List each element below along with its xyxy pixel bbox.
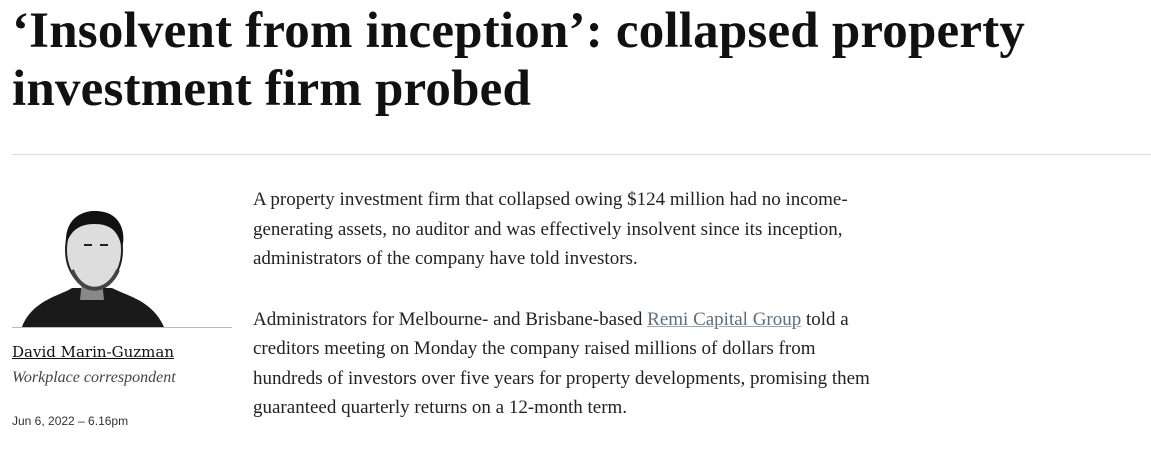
author-role: Workplace correspondent [12, 369, 176, 386]
paragraph: A property investment firm that collapse… [253, 185, 875, 274]
article-body: A property investment firm that collapse… [253, 185, 875, 454]
text: told a creditors meeting on Monday the c… [253, 308, 870, 419]
text: Administrators for Melbourne- and Brisba… [253, 308, 648, 330]
paragraph: Administrators for Melbourne- and Brisba… [253, 305, 875, 423]
divider [12, 327, 232, 328]
publish-date: Jun 6, 2022 – 6.16pm [12, 414, 129, 428]
headline: ‘Insolvent from inception’: collapsed pr… [12, 3, 1026, 117]
text: A property investment firm that collapse… [253, 189, 848, 269]
divider [12, 154, 1151, 155]
author-portrait [22, 210, 164, 327]
link[interactable]: Remi Capital Group [647, 308, 802, 330]
page: ‘Insolvent from inception’: collapsed pr… [12, 3, 1151, 428]
author-name[interactable]: David Marin-Guzman [12, 343, 174, 361]
